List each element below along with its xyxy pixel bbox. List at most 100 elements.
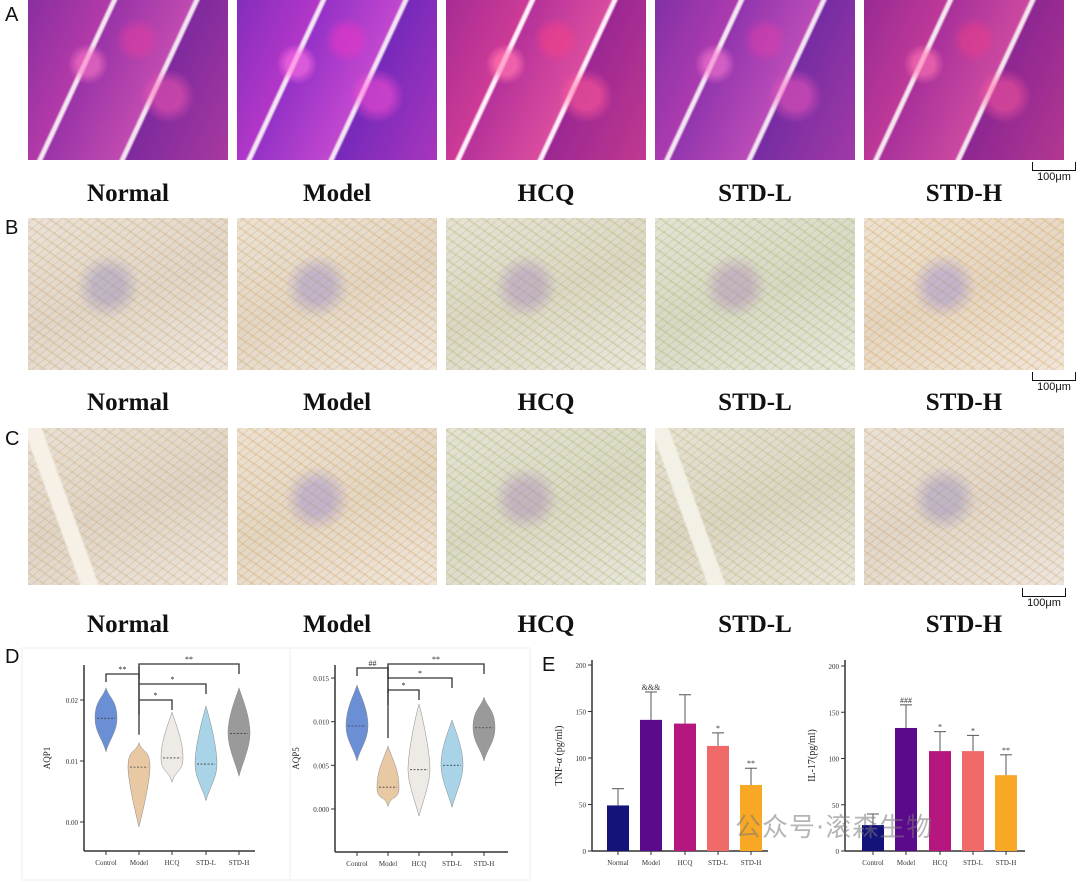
group-label: Model xyxy=(302,389,372,416)
violin-std-h xyxy=(472,696,496,762)
x-tick-label: STD-H xyxy=(741,859,762,867)
group-label: HCQ xyxy=(517,180,575,207)
panel-label-d: D xyxy=(5,646,20,668)
violin-control xyxy=(345,684,369,762)
watermark: 公众号·滚森生物 xyxy=(735,813,934,843)
significance-label: ## xyxy=(369,659,377,668)
panel-label-e: E xyxy=(542,654,556,676)
panel-label-c: C xyxy=(5,428,20,450)
ihc-b-image-hcq xyxy=(446,218,646,370)
y-tick-label: 0 xyxy=(836,848,840,856)
he-image-model xyxy=(237,0,437,160)
y-tick-label: 0.000 xyxy=(313,806,329,814)
y-tick-label: 0 xyxy=(583,848,587,856)
x-tick-label: HCQ xyxy=(412,860,427,868)
y-tick-label: 0.010 xyxy=(313,719,329,727)
x-tick-label: Model xyxy=(130,859,148,867)
scale-bar-label: 100μm xyxy=(1027,597,1061,609)
chart-il-17-pg-ml-: 0 50 100 150 200 IL-17(pg/ml) Control Model HCQ S… xyxy=(807,660,1025,867)
ihc-b-image-std-l xyxy=(655,218,855,370)
significance-label: ** xyxy=(185,655,193,664)
violin-hcq xyxy=(160,711,184,783)
significance-label: * xyxy=(418,669,422,678)
bar-std-h xyxy=(995,775,1017,851)
panel-label-a: A xyxy=(5,4,19,26)
bar-annotation: &&& xyxy=(642,683,661,692)
bar-std-l xyxy=(707,745,729,851)
y-axis-label: TNF-α (pg/ml) xyxy=(554,726,565,786)
ihc-c-image-normal xyxy=(28,428,228,585)
y-tick-label: 0.005 xyxy=(313,762,329,770)
significance-bracket xyxy=(138,683,207,699)
y-tick-label: 0.015 xyxy=(313,675,329,683)
panel-frame xyxy=(21,647,291,881)
x-tick-label: STD-H xyxy=(229,859,250,867)
violin-control xyxy=(94,686,118,752)
bar-model xyxy=(895,727,917,851)
y-tick-label: 200 xyxy=(576,662,587,670)
group-label: STD-L xyxy=(718,611,792,638)
chart-aqp1: 0.00 0.01 0.02 AQP1 Control Model HCQ STD-L STD-… xyxy=(21,647,291,881)
y-tick-label: 0.00 xyxy=(66,819,79,827)
x-tick-label: STD-L xyxy=(708,859,728,867)
x-tick-label: Control xyxy=(862,859,883,867)
bar-std-h xyxy=(740,784,762,851)
violin-model xyxy=(376,745,400,807)
group-label: Normal xyxy=(87,389,169,416)
panel-label-b: B xyxy=(5,217,19,239)
x-tick-label: HCQ xyxy=(933,859,948,867)
y-tick-label: 100 xyxy=(576,755,587,763)
ihc-c-image-std-l xyxy=(655,428,855,585)
ihc-c-image-model xyxy=(237,428,437,585)
x-tick-label: Model xyxy=(379,860,397,868)
group-label: Normal xyxy=(87,180,169,207)
group-label: Model xyxy=(302,180,372,207)
he-image-std-h xyxy=(864,0,1064,160)
y-axis-label: IL-17(pg/ml) xyxy=(807,729,818,782)
bar-annotation: ** xyxy=(747,759,755,768)
x-tick-label: STD-H xyxy=(474,860,495,868)
group-label: Normal xyxy=(87,611,169,638)
scale-bar-b: 100μm xyxy=(1032,372,1076,393)
significance-label: * xyxy=(171,675,175,684)
bar-model xyxy=(640,719,662,851)
significance-bracket xyxy=(387,677,453,693)
x-tick-label: Model xyxy=(642,859,660,867)
significance-bracket xyxy=(105,673,140,684)
x-tick-label: HCQ xyxy=(165,859,180,867)
ihc-b-image-model xyxy=(237,218,437,370)
chart-tnf-pg-ml-: 0 50 100 150 200 TNF-α (pg/ml) Normal Model HCQ S… xyxy=(554,660,768,867)
y-tick-label: 200 xyxy=(829,663,840,671)
significance-label: * xyxy=(154,691,158,700)
x-tick-label: Control xyxy=(95,859,116,867)
y-tick-label: 150 xyxy=(576,709,587,717)
x-tick-label: HCQ xyxy=(678,859,693,867)
ihc-b-image-std-h xyxy=(864,218,1064,370)
y-tick-label: 100 xyxy=(829,756,840,764)
he-image-hcq xyxy=(446,0,646,160)
scale-bar-a: 100μm xyxy=(1032,162,1076,183)
group-label: STD-L xyxy=(718,389,792,416)
ihc-c-image-std-h xyxy=(864,428,1064,585)
x-tick-label: STD-L xyxy=(442,860,462,868)
x-tick-label: Control xyxy=(346,860,367,868)
significance-bracket xyxy=(356,667,389,678)
x-tick-label: STD-L xyxy=(196,859,216,867)
violin-model xyxy=(127,741,151,827)
group-label: STD-H xyxy=(925,180,1003,207)
violin-std-h xyxy=(227,686,251,777)
bar-control xyxy=(862,825,884,851)
group-label: Model xyxy=(302,611,372,638)
ihc-c-image-hcq xyxy=(446,428,646,585)
significance-bracket xyxy=(138,663,240,679)
he-image-std-l xyxy=(655,0,855,160)
y-tick-label: 0.02 xyxy=(66,697,79,705)
group-label: HCQ xyxy=(517,611,575,638)
he-image-normal xyxy=(28,0,228,160)
x-tick-label: STD-L xyxy=(963,859,983,867)
violin-std-l xyxy=(194,705,218,801)
y-axis-label: AQP1 xyxy=(42,747,52,770)
bar-hcq xyxy=(674,723,696,851)
y-axis-label: AQP5 xyxy=(291,747,301,770)
